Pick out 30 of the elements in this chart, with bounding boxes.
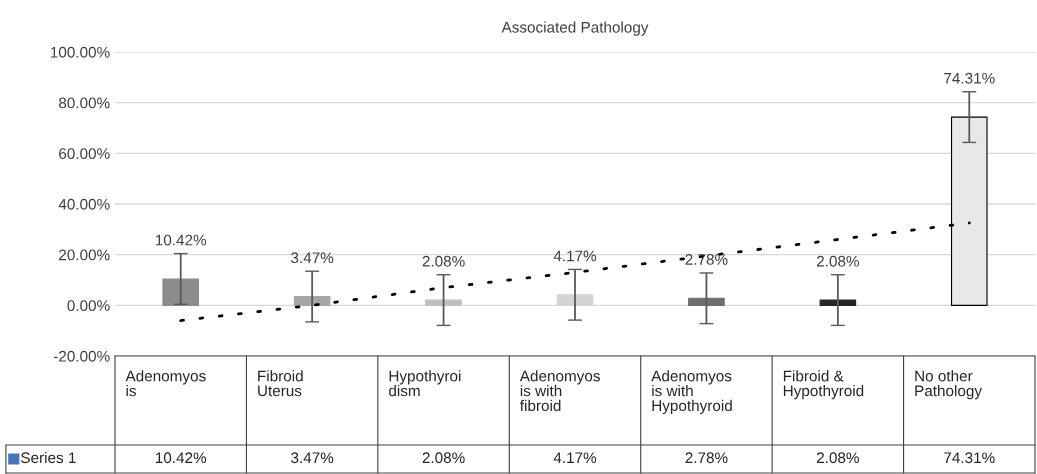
text: 2.08% — [422, 255, 465, 267]
y-tick-label: 60.00% — [59, 148, 110, 160]
data-label: 2.08% — [422, 452, 465, 464]
x-tick-label: Adenomyos is with fibroid — [519, 370, 600, 412]
data-label: 2.08% — [816, 452, 859, 464]
y-tick-label: 40.00% — [58, 198, 110, 210]
y-tick-label: 80.00% — [58, 97, 110, 109]
data-label: 2.78% — [685, 452, 728, 464]
data-label: 4.17% — [553, 452, 597, 464]
x-tick-label: Hypothyroi dism — [389, 370, 461, 397]
data-label: 10.42% — [155, 452, 207, 464]
y-tick-label: 100.00% — [50, 46, 110, 58]
data-label: 3.47% — [291, 452, 334, 464]
x-tick-label: Adenomyos is with Hypothyroid — [651, 370, 732, 415]
x-tick-label: Fibroid Uterus — [258, 370, 303, 397]
text: 2.08% — [816, 255, 859, 267]
chart-title: Associated Pathology — [501, 21, 649, 36]
text: 3.47% — [291, 252, 334, 264]
text: Series 1 — [21, 451, 76, 464]
y-tick-label: 0.00% — [67, 300, 110, 312]
text: 74.31% — [944, 72, 995, 84]
x-tick-label: No other Pathology — [915, 370, 983, 400]
text: 10.42% — [155, 234, 207, 246]
y-tick-label: -20.00% — [53, 350, 110, 362]
text: 4.17% — [553, 250, 597, 262]
y-tick-label: 20.00% — [59, 249, 110, 261]
x-tick-label: Adenomyos is — [125, 370, 206, 397]
x-tick-label: Fibroid & Hypothyroid — [783, 370, 864, 400]
text: 2.78% — [685, 254, 728, 265]
data-label: 74.31% — [944, 452, 995, 464]
